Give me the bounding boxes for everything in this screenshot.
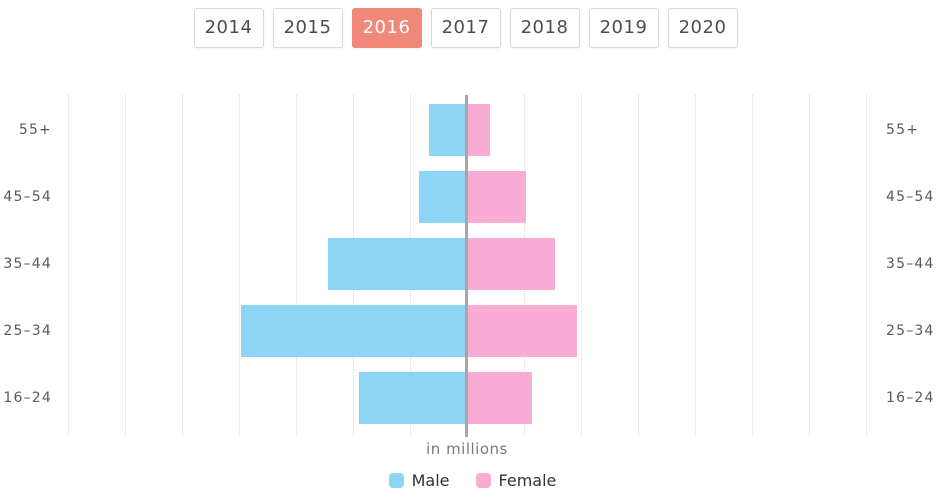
center-axis-line [465,95,468,437]
male-bar [419,171,467,223]
year-tab-2014[interactable]: 2014 [193,8,264,48]
age-group-label: 35–44 [886,256,935,272]
legend-label: Female [498,471,557,490]
gridline [125,95,126,436]
legend-swatch [388,473,404,488]
year-tab-2015[interactable]: 2015 [272,8,343,48]
chart-legend: Male Female [0,471,945,490]
male-bar [328,238,467,290]
gridline [695,95,696,436]
age-group-label: 25–34 [886,323,935,339]
male-bar [241,305,467,357]
year-tab-2016[interactable]: 2016 [351,8,422,48]
age-group-label: 25–34 [3,323,52,339]
female-bar [467,372,532,424]
male-bar [359,372,467,424]
legend-swatch [475,473,491,488]
year-tabs: 2014 2015 2016 2017 2018 2019 2020 [193,8,738,48]
year-tab-2020[interactable]: 2020 [667,8,738,48]
age-group-label: 35–44 [3,256,52,272]
gridline [866,95,867,436]
axis-unit-label: in millions [426,440,508,458]
age-group-label: 45–54 [3,189,52,205]
age-group-label: 16–24 [3,390,52,406]
legend-item-female[interactable]: Female [475,471,557,490]
gridline [752,95,753,436]
legend-label: Male [411,471,450,490]
gridline [809,95,810,436]
legend-item-male[interactable]: Male [388,471,450,490]
female-bar [467,238,555,290]
age-group-label: 16–24 [886,390,935,406]
gridline [296,95,297,436]
year-tab-2019[interactable]: 2019 [588,8,659,48]
female-bar [467,104,490,156]
gridline [581,95,582,436]
gridline [182,95,183,436]
female-bar [467,305,577,357]
age-group-label: 55+ [886,122,920,138]
gridline [638,95,639,436]
year-tab-2018[interactable]: 2018 [509,8,580,48]
gridline [68,95,69,436]
gridline [239,95,240,436]
year-tab-2017[interactable]: 2017 [430,8,501,48]
male-bar [429,104,467,156]
age-group-label: 55+ [18,122,52,138]
female-bar [467,171,526,223]
age-group-label: 45–54 [886,189,935,205]
